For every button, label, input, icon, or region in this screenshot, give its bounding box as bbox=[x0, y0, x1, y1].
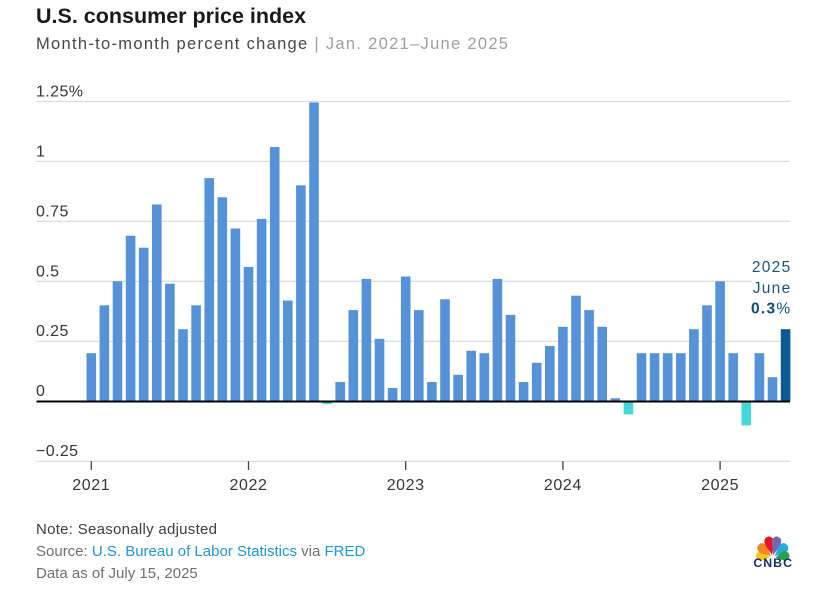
svg-text:1: 1 bbox=[36, 143, 45, 160]
svg-text:2025: 2025 bbox=[752, 259, 792, 276]
svg-text:2024: 2024 bbox=[544, 477, 582, 494]
svg-text:2022: 2022 bbox=[230, 477, 268, 494]
svg-text:June: June bbox=[753, 280, 792, 297]
svg-text:0: 0 bbox=[36, 383, 45, 400]
svg-text:2021: 2021 bbox=[72, 477, 110, 494]
svg-text:1.25%: 1.25% bbox=[36, 83, 83, 100]
svg-text:2023: 2023 bbox=[387, 477, 425, 494]
svg-text:0.25: 0.25 bbox=[36, 323, 69, 340]
svg-text:0.5: 0.5 bbox=[36, 263, 59, 280]
svg-text:CNBC: CNBC bbox=[753, 555, 793, 569]
svg-text:2025: 2025 bbox=[701, 477, 739, 494]
svg-text:−0.25: −0.25 bbox=[36, 443, 78, 460]
svg-text:0.3%: 0.3% bbox=[751, 301, 792, 318]
svg-text:0.75: 0.75 bbox=[36, 203, 69, 220]
